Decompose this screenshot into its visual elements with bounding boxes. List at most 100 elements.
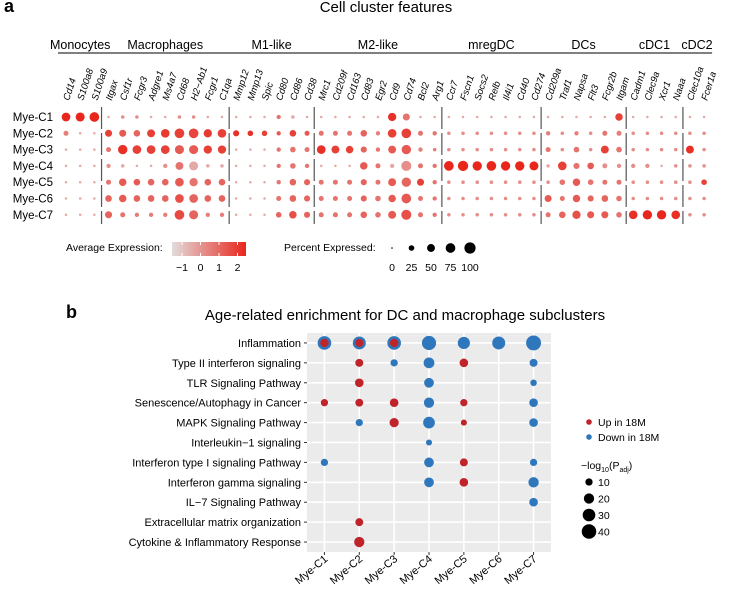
enrichment-dot-up: [320, 338, 329, 348]
pathway-label: Type II interferon signaling: [172, 358, 301, 370]
percent-legend-dot: [445, 243, 456, 253]
expression-dot: [375, 147, 381, 152]
expression-dot: [600, 145, 609, 154]
enrichment-dot-down: [424, 457, 434, 468]
expression-dot: [75, 112, 85, 122]
cluster-label: Mye-C2: [13, 128, 53, 140]
expression-dot: [104, 211, 113, 219]
expression-dot: [147, 178, 155, 186]
expression-dot: [290, 146, 296, 153]
expression-dot: [401, 144, 412, 155]
expression-dot: [573, 146, 580, 153]
expression-dot: [360, 179, 367, 186]
cluster-label: Mye-C3: [13, 145, 53, 157]
expression-dot: [628, 210, 638, 220]
expression-dot: [275, 212, 282, 218]
expression-dot: [360, 129, 368, 137]
enrichment-dot-down: [457, 336, 470, 350]
expression-dot: [601, 195, 609, 202]
expression-dot: [249, 148, 252, 151]
enrichment-dot-down: [421, 335, 437, 351]
expression-dot: [234, 148, 238, 151]
expression-dot: [276, 180, 281, 185]
size-legend-label: 30: [598, 510, 610, 522]
expression-dot: [304, 130, 310, 136]
expression-dot: [572, 194, 581, 203]
expression-dot: [544, 194, 552, 203]
pathway-label: TLR Signaling Pathway: [187, 378, 302, 390]
expression-dot: [588, 147, 593, 152]
expression-dot: [247, 130, 254, 137]
expression-dot: [432, 163, 437, 169]
gene-label: Il4i1: [501, 82, 517, 102]
expression-dot: [189, 145, 199, 155]
enrichment-dot-down: [424, 477, 434, 488]
expression-dot: [573, 162, 580, 169]
enrichment-dot-up: [459, 478, 469, 487]
expression-dot: [332, 130, 338, 136]
expression-dot: [106, 179, 112, 185]
expression-dot: [387, 128, 397, 138]
expression-dot: [189, 210, 199, 220]
expression-dot: [263, 164, 266, 168]
expression-dot: [388, 178, 397, 187]
expression-dot: [416, 178, 425, 186]
percent-legend-dot: [427, 244, 435, 252]
expression-dot: [559, 195, 565, 202]
expression-dot: [89, 112, 100, 122]
expression-dot: [105, 195, 112, 202]
expression-dot: [645, 196, 650, 201]
expression-dot: [702, 131, 706, 136]
gene-label: Flt3: [586, 83, 602, 102]
expression-dot: [318, 179, 324, 185]
percent-legend-label: 50: [425, 262, 437, 274]
cluster-axis-label: Mye-C4: [398, 553, 435, 587]
expression-dot: [291, 115, 295, 119]
expression-dot: [360, 146, 367, 153]
expression-dot: [545, 131, 551, 136]
enrichment-dot-down: [320, 458, 329, 467]
expression-dot: [304, 147, 310, 153]
enrichment-dot-down: [528, 477, 539, 488]
expression-dot: [490, 115, 493, 119]
pathway-label: IL−7 Signaling Pathway: [186, 497, 302, 509]
expression-dot: [276, 147, 281, 152]
expression-dot: [489, 196, 494, 201]
expression-dot: [93, 132, 96, 135]
expression-dot: [532, 131, 536, 136]
expression-dot: [175, 161, 184, 170]
expression-dot: [660, 164, 663, 168]
expression-dot: [376, 115, 380, 119]
size-legend-items: 10 20 30 40: [581, 477, 610, 539]
expression-dot: [204, 195, 212, 202]
expression-dot: [120, 212, 126, 218]
expression-dot: [461, 213, 465, 217]
expression-dot: [388, 145, 397, 154]
size-legend-label: 10: [598, 477, 610, 489]
enrichment-dot-down: [423, 397, 435, 408]
expression-dot: [318, 130, 324, 136]
size-legend-dot: [585, 478, 593, 486]
group-header: Macrophages: [127, 38, 203, 52]
expression-dot: [234, 164, 238, 168]
panel-a-cluster-labels: Mye-C1 Mye-C2 Mye-C3 Mye-C4 Mye-C5 Mye-C6 Mye-…: [13, 112, 54, 222]
expression-dot: [206, 115, 210, 119]
expression-dot: [688, 213, 692, 217]
expression-dot: [64, 164, 68, 168]
expression-dot: [334, 115, 337, 119]
expression-dot: [701, 179, 707, 185]
expression-dot: [432, 131, 437, 136]
gene-label: Cd9: [388, 81, 404, 102]
enrichment-dot-down: [425, 439, 433, 446]
expression-dot: [659, 147, 664, 152]
enrichment-dot-up: [320, 399, 329, 407]
expression-dot: [545, 212, 551, 218]
percent-legend-label: 25: [406, 262, 418, 274]
expression-dot: [107, 115, 110, 119]
percent-legend-title: Percent Expressed:: [284, 242, 376, 254]
expression-dot: [347, 212, 353, 218]
expression-dot: [263, 115, 266, 119]
expression-dot: [673, 131, 678, 136]
expression-dot: [645, 180, 650, 184]
enrichment-dot-up: [460, 419, 467, 426]
